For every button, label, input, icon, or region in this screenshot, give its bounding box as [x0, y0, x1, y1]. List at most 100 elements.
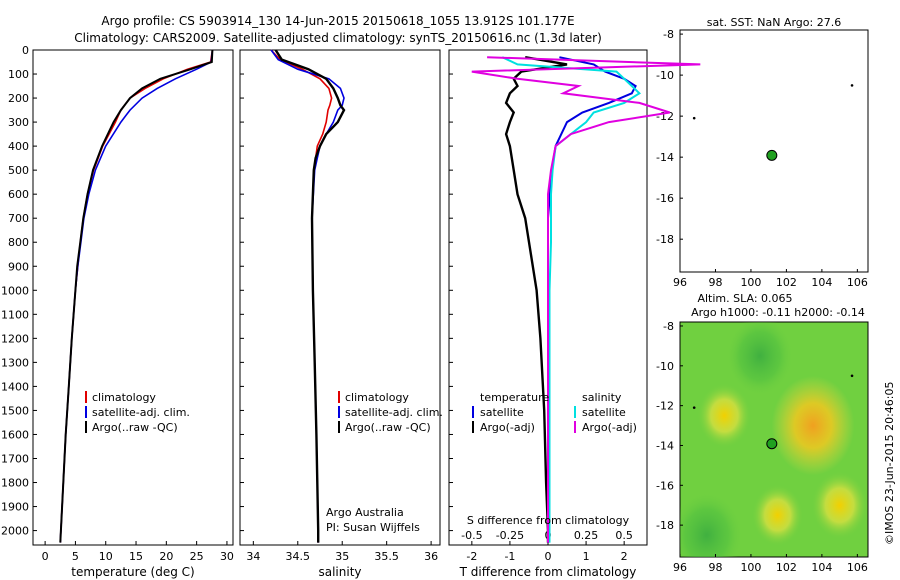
figure-title-line2: Climatology: CARS2009. Satellite-adjuste…	[74, 31, 602, 45]
s-tick-label: -0.5	[461, 529, 482, 542]
s-tick-label: -0.25	[496, 529, 524, 542]
legend-header-salinity: salinity	[582, 391, 622, 404]
sla-map-title: Altim. SLA: 0.065	[697, 292, 792, 305]
y-tick-label: 200	[8, 92, 29, 105]
x-tick-label: 1	[583, 550, 590, 563]
sla-anomaly	[680, 491, 743, 557]
y-tick-label: 300	[8, 116, 29, 129]
legend-label-t-argo: Argo(-adj)	[480, 421, 535, 434]
salinity-panel-frame	[239, 49, 441, 546]
y-tick-label: 0	[22, 44, 29, 57]
difference-legend: temperature salinity satellite Argo(-adj…	[472, 391, 637, 434]
y-tick-label: -18	[656, 233, 674, 246]
difference-xlabel: T difference from climatology	[459, 565, 637, 579]
y-tick-label: -14	[656, 151, 674, 164]
y-tick-label: -12	[656, 110, 674, 123]
x-tick-label: -2	[466, 550, 477, 563]
salinity-xlabel: salinity	[318, 565, 361, 579]
y-tick-label: 1100	[1, 308, 29, 321]
y-tick-label: 600	[8, 188, 29, 201]
legend-header-temperature: temperature	[480, 391, 549, 404]
x-tick-label: 96	[673, 276, 687, 289]
x-tick-label: 106	[847, 276, 868, 289]
s-tick-label: 0.5	[615, 529, 633, 542]
x-tick-label: 10	[99, 550, 113, 563]
x-tick-label: 34.5	[286, 550, 311, 563]
float-position-marker	[766, 438, 778, 450]
y-tick-label: -10	[656, 69, 674, 82]
map-markers	[692, 84, 854, 450]
salinity-legend: climatology satellite-adj. clim. Argo(..…	[338, 391, 443, 434]
y-tick-label: 1200	[1, 332, 29, 345]
s-tick-label: 0.25	[574, 529, 599, 542]
annotation-argo-australia: Argo Australia	[326, 506, 404, 519]
x-tick-label: 35.5	[374, 550, 399, 563]
x-tick-label: 25	[190, 550, 204, 563]
sla-anomaly	[771, 375, 855, 476]
temperature-axes: 0100200300400500600700800900100011001200…	[1, 44, 234, 563]
x-tick-label: 98	[708, 276, 722, 289]
x-tick-label: 100	[740, 561, 761, 574]
other-float-marker	[692, 116, 696, 120]
legend-label-climatology: climatology	[345, 391, 409, 404]
y-tick-label: 2000	[1, 525, 29, 538]
y-tick-label: -8	[663, 28, 674, 41]
y-tick-label: -8	[663, 320, 674, 333]
x-tick-label: 102	[776, 561, 797, 574]
x-tick-label: 0	[42, 550, 49, 563]
legend-label-s-satellite: satellite	[582, 406, 626, 419]
temperature-line-argorawqc	[59, 49, 214, 543]
other-float-marker	[850, 84, 854, 87]
difference-line-sargoadj	[471, 56, 701, 543]
other-float-marker	[692, 406, 696, 409]
sla-anomaly	[726, 322, 794, 397]
x-tick-label: 20	[159, 550, 173, 563]
y-tick-label: 400	[8, 140, 29, 153]
y-tick-label: 1700	[1, 452, 29, 465]
x-tick-label: 104	[811, 561, 832, 574]
x-tick-label: 100	[740, 276, 761, 289]
y-tick-label: 800	[8, 236, 29, 249]
y-tick-label: 1400	[1, 380, 29, 393]
annotation-pi: PI: Susan Wijffels	[326, 521, 420, 534]
x-tick-label: 35	[335, 550, 349, 563]
sla-anomaly	[751, 484, 804, 547]
x-tick-label: 104	[811, 276, 832, 289]
temperature-legend: climatology satellite-adj. clim. Argo(..…	[85, 391, 190, 434]
y-tick-label: 500	[8, 164, 29, 177]
y-tick-label: -16	[656, 479, 674, 492]
y-tick-label: 1000	[1, 284, 29, 297]
sla-anomaly	[697, 383, 752, 449]
temperature-panel-frame	[32, 49, 234, 546]
sla-anomaly-field	[680, 322, 868, 557]
x-tick-label: 15	[129, 550, 143, 563]
y-tick-label: -10	[656, 360, 674, 373]
float-position-marker	[766, 149, 778, 161]
sla-map-subtitle: Argo h1000: -0.11 h2000: -0.14	[691, 306, 865, 319]
difference-series	[471, 56, 701, 543]
y-tick-label: -16	[656, 192, 674, 205]
x-tick-label: -1	[504, 550, 515, 563]
y-tick-label: 1800	[1, 477, 29, 490]
sla-map-axes: 96 98 100 102 104 106 -8 -10 -12 -14 -16 -18	[656, 320, 868, 574]
legend-label-climatology: climatology	[92, 391, 156, 404]
x-tick-label: 0	[545, 550, 552, 563]
salinity-axes: 34 34.5 35 35.5 36	[240, 49, 438, 563]
sla-anomaly	[811, 471, 868, 540]
y-tick-label: 700	[8, 212, 29, 225]
x-tick-label: 106	[847, 561, 868, 574]
y-tick-label: 1300	[1, 356, 29, 369]
x-tick-label: 96	[673, 561, 687, 574]
y-tick-label: -18	[656, 519, 674, 532]
sst-map-title: sat. SST: NaN Argo: 27.6	[707, 16, 841, 29]
x-tick-label: 102	[776, 276, 797, 289]
y-tick-label: 1900	[1, 501, 29, 514]
x-tick-label: 98	[708, 561, 722, 574]
salinity-line-argorawqc	[274, 49, 346, 543]
y-tick-label: 900	[8, 260, 29, 273]
figure-title-line1: Argo profile: CS 5903914_130 14-Jun-2015…	[101, 14, 574, 28]
y-tick-label: 100	[8, 68, 29, 81]
legend-label-t-satellite: satellite	[480, 406, 524, 419]
temperature-xlabel: temperature (deg C)	[71, 565, 194, 579]
